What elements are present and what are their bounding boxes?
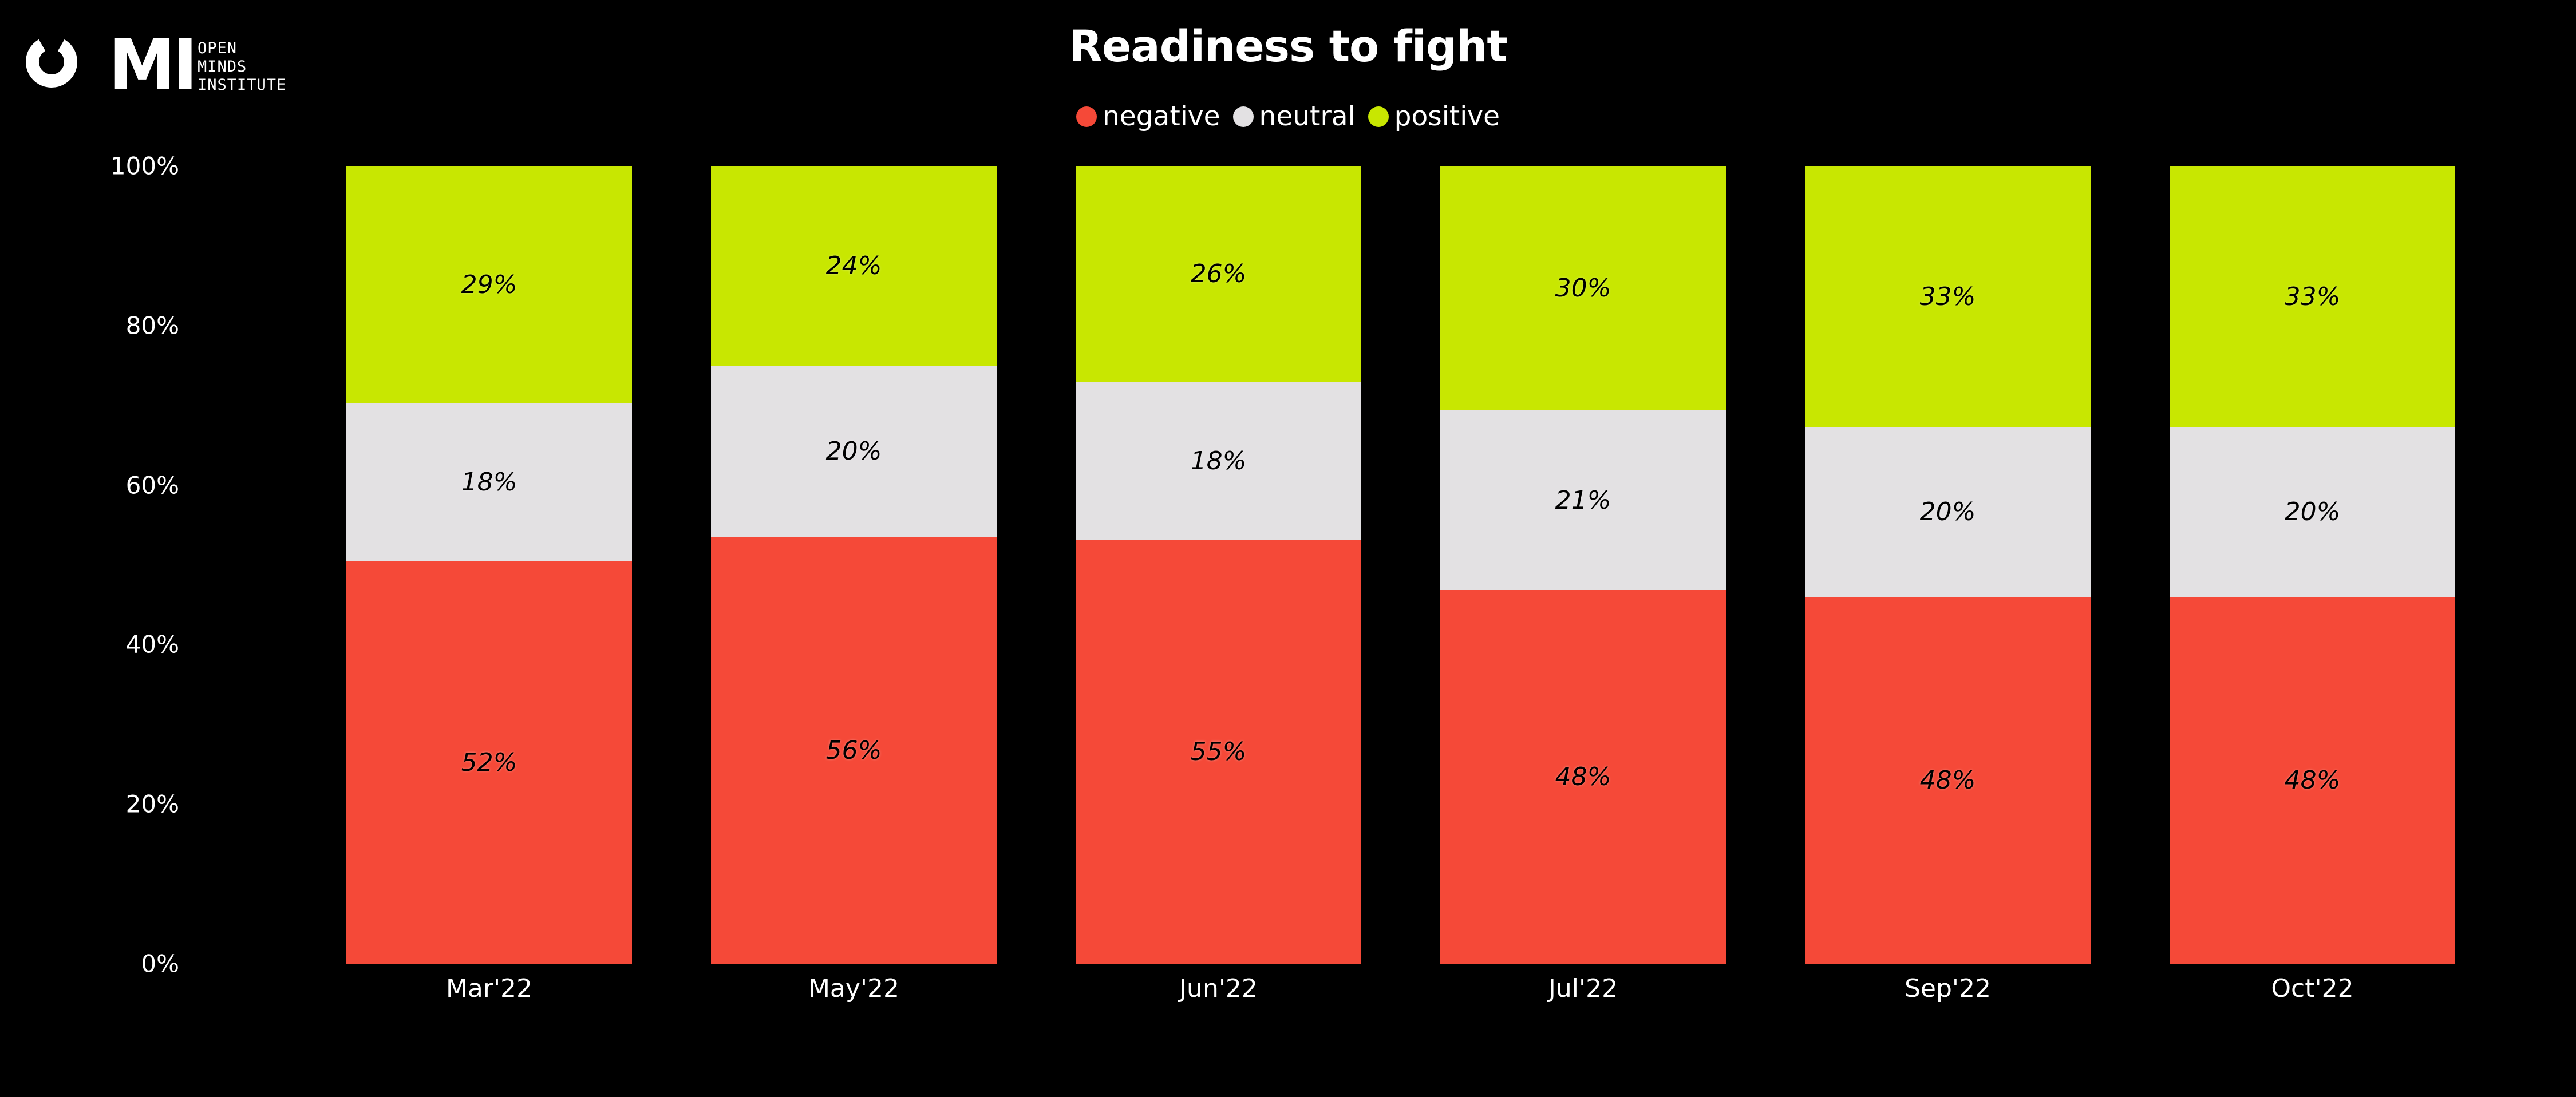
bar-segment-value: 26%: [1190, 259, 1247, 288]
bar-segment-value: 33%: [1919, 282, 1976, 311]
x-axis: Mar'22 May'22 Jun'22 Jul'22 Sep'22 Oct'22: [307, 973, 2495, 1005]
omi-logo-o-icon: [26, 36, 77, 88]
bar-segment-neutral[interactable]: 18%: [346, 403, 632, 562]
bar-column: 26% 18% 55%: [1076, 166, 1361, 964]
legend-item-negative[interactable]: negative: [1076, 101, 1220, 133]
x-tick-label: Sep'22: [1904, 974, 1991, 1003]
omi-logo-brand: MI: [109, 25, 197, 106]
legend-dot-icon: [1232, 106, 1254, 127]
bar-segment-neutral[interactable]: 20%: [711, 365, 997, 537]
bar-segment-value: 48%: [1555, 762, 1611, 792]
x-tick-label: Jul'22: [1548, 974, 1618, 1003]
legend-item-neutral[interactable]: neutral: [1232, 101, 1356, 133]
bar-segment-positive[interactable]: 33%: [2170, 166, 2455, 427]
x-tick-label: Oct'22: [2271, 974, 2354, 1003]
bar-segment-value: 52%: [461, 748, 517, 778]
bar-segment-value: 55%: [1190, 737, 1247, 767]
omi-logo-orgname: OPEN MINDS INSTITUTE: [197, 39, 287, 94]
bar-segment-value: 21%: [1555, 485, 1611, 515]
bar-segment-value: 48%: [2284, 766, 2341, 795]
y-tick-label: 80%: [125, 311, 179, 340]
x-tick-label: May'22: [808, 974, 900, 1003]
bar-segment-positive[interactable]: 33%: [1805, 166, 2091, 427]
plot-area: 29% 18% 52% 24% 20% 56% 26% 18% 55% 30% 21% 48% 33% 2…: [307, 166, 2495, 964]
bar-segment-negative[interactable]: 48%: [1805, 597, 2091, 964]
bar-segment-neutral[interactable]: 20%: [2170, 427, 2455, 597]
bar-segment-positive[interactable]: 30%: [1440, 166, 1726, 411]
legend-label: positive: [1394, 101, 1500, 132]
bar-column: 33% 20% 48%: [1805, 166, 2091, 964]
bar-segment-value: 24%: [825, 251, 882, 280]
legend-dot-icon: [1368, 106, 1389, 127]
y-tick-label: 20%: [125, 790, 179, 818]
bar-segment-value: 20%: [825, 436, 882, 466]
y-tick-label: 100%: [110, 152, 179, 180]
bar-segment-neutral[interactable]: 18%: [1076, 381, 1361, 540]
bar-segment-negative[interactable]: 52%: [346, 561, 632, 964]
bar-segment-neutral[interactable]: 21%: [1440, 410, 1726, 591]
x-tick-label: Jun'22: [1179, 974, 1258, 1003]
bar-segment-value: 30%: [1555, 274, 1611, 303]
bar-column: 30% 21% 48%: [1440, 166, 1726, 964]
y-tick-label: 0%: [141, 949, 179, 978]
bar-segment-negative[interactable]: 48%: [2170, 597, 2455, 964]
bar-column: 33% 20% 48%: [2170, 166, 2455, 964]
legend-label: negative: [1102, 101, 1220, 132]
bar-segment-value: 20%: [1919, 497, 1976, 527]
bar-segment-value: 48%: [1919, 766, 1976, 795]
bar-column: 24% 20% 56%: [711, 166, 997, 964]
bar-segment-negative[interactable]: 48%: [1440, 590, 1726, 964]
y-tick-label: 60%: [125, 471, 179, 500]
bar-segment-positive[interactable]: 26%: [1076, 166, 1361, 382]
bar-segment-value: 33%: [2284, 282, 2341, 311]
bar-segment-value: 56%: [825, 735, 882, 765]
chart-title: Readiness to fight: [1069, 21, 1507, 72]
bar-segment-value: 29%: [461, 270, 517, 299]
chart-legend: negative neutral positive: [0, 101, 2576, 133]
bar-segment-positive[interactable]: 24%: [711, 166, 997, 366]
bar-segment-neutral[interactable]: 20%: [1805, 427, 2091, 597]
x-tick-label: Mar'22: [445, 974, 533, 1003]
bar-segment-negative[interactable]: 56%: [711, 537, 997, 964]
bar-column: 29% 18% 52%: [346, 166, 632, 964]
legend-item-positive[interactable]: positive: [1368, 101, 1500, 133]
bar-segment-negative[interactable]: 55%: [1076, 540, 1361, 964]
legend-label: neutral: [1259, 101, 1356, 132]
y-axis: 100% 80% 60% 40% 20% 0%: [0, 152, 179, 978]
bar-segment-positive[interactable]: 29%: [346, 166, 632, 403]
y-tick-label: 40%: [125, 630, 179, 659]
bar-segment-value: 18%: [1190, 446, 1247, 476]
legend-dot-icon: [1076, 106, 1097, 127]
bar-segment-value: 20%: [2284, 497, 2341, 527]
bar-segment-value: 18%: [461, 468, 517, 497]
